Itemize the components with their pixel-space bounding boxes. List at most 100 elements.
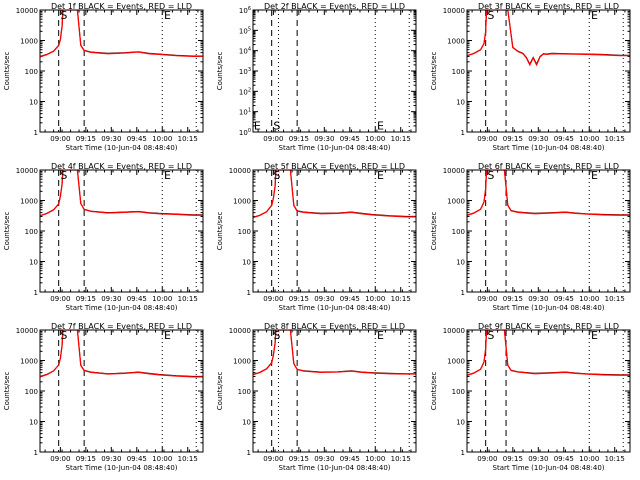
detector-panel-6: Det 6f BLACK = Events, RED = LLD Counts/s…	[430, 162, 631, 312]
x-tick-label: 10:00	[579, 295, 599, 303]
x-tick-label: 09:15	[289, 135, 309, 143]
y-tick-label: 100	[238, 228, 251, 236]
lld-series-line	[467, 170, 630, 217]
lld-series-line	[253, 170, 416, 219]
x-tick-label: 10:00	[152, 455, 172, 463]
y-tick-label: 1	[247, 449, 251, 457]
x-tick-label: 10:15	[605, 295, 625, 303]
detector-panel-2: Det 2f BLACK = Events, RED = LLD Counts/s…	[216, 2, 417, 152]
detector-panel-3: Det 3f BLACK = Events, RED = LLD Counts/s…	[430, 2, 631, 152]
x-tick-label: 09:30	[101, 455, 121, 463]
x-tick-label: 09:30	[101, 295, 121, 303]
x-tick-label: 10:00	[365, 455, 385, 463]
x-tick-label: 09:00	[477, 455, 497, 463]
lld-series-line	[253, 330, 416, 376]
series-group	[467, 10, 630, 67]
y-tick-label: 10000	[229, 167, 251, 175]
y-tick-label: 10000	[229, 327, 251, 335]
panel-title: Det 9f BLACK = Events, RED = LLD	[478, 322, 619, 331]
lld-series-line	[467, 10, 630, 67]
phase-marker-e: E	[591, 9, 598, 22]
series-group	[253, 170, 416, 219]
plot-frame	[252, 9, 417, 133]
panel-title: Det 1f BLACK = Events, RED = LLD	[51, 2, 192, 11]
phase-marker-e: E	[591, 169, 598, 182]
series-group	[40, 170, 203, 217]
y-tick-label: 10000	[443, 167, 465, 175]
x-axis-label: Start Time (10-Jun-04 08:48:40)	[493, 464, 605, 472]
x-axis-label: Start Time (10-Jun-04 08:48:40)	[66, 464, 178, 472]
y-tick-label: 1000	[20, 198, 38, 206]
lld-series-line	[40, 330, 203, 378]
phase-marker-e: E	[164, 329, 171, 342]
plot-frame	[39, 169, 204, 293]
phase-marker-s: S	[60, 169, 67, 182]
y-tick-label: 10	[242, 419, 251, 427]
phase-marker-s: S	[273, 169, 280, 182]
y-tick-label: 1000	[447, 198, 465, 206]
x-tick-label: 10:15	[391, 135, 411, 143]
y-tick-label: 102	[239, 87, 251, 96]
y-tick-label: 100	[239, 128, 251, 137]
y-axis-label: Counts/sec	[216, 372, 224, 411]
y-tick-label: 1	[34, 289, 38, 297]
y-axis-label: Counts/sec	[3, 212, 11, 251]
phase-marker-s: S	[487, 169, 494, 182]
y-tick-label: 100	[452, 228, 465, 236]
x-tick-label: 10:15	[178, 295, 198, 303]
panel-title: Det 5f BLACK = Events, RED = LLD	[264, 162, 405, 171]
x-tick-label: 10:15	[178, 455, 198, 463]
y-tick-label: 1000	[447, 38, 465, 46]
detector-panel-5: Det 5f BLACK = Events, RED = LLD Counts/s…	[216, 162, 417, 312]
phase-marker-s: S	[487, 329, 494, 342]
x-tick-label: 09:45	[554, 135, 574, 143]
y-axis-label: Counts/sec	[430, 212, 438, 251]
detector-panel-9: Det 9f BLACK = Events, RED = LLD Counts/s…	[430, 322, 631, 472]
x-tick-label: 09:30	[314, 455, 334, 463]
detector-panel-4: Det 4f BLACK = Events, RED = LLD Counts/s…	[3, 162, 204, 312]
y-tick-label: 10	[29, 419, 38, 427]
y-axis-label: Counts/sec	[430, 52, 438, 91]
series-group	[40, 330, 203, 378]
plot-frame	[39, 9, 204, 133]
x-tick-label: 09:15	[289, 295, 309, 303]
x-tick-label: 09:15	[503, 135, 523, 143]
lld-series-line	[40, 170, 203, 217]
plot-frame	[39, 329, 204, 453]
x-tick-label: 09:00	[263, 295, 283, 303]
y-tick-label: 101	[239, 108, 251, 117]
y-tick-label: 100	[25, 228, 38, 236]
x-tick-label: 09:45	[340, 295, 360, 303]
x-tick-label: 09:30	[314, 135, 334, 143]
panel-title: Det 2f BLACK = Events, RED = LLD	[264, 2, 405, 11]
y-axis-label: Counts/sec	[3, 52, 11, 91]
lld-series-line	[467, 330, 630, 377]
y-tick-label: 10	[29, 259, 38, 267]
x-tick-label: 09:00	[263, 135, 283, 143]
x-tick-label: 09:15	[76, 135, 96, 143]
y-tick-label: 10	[456, 99, 465, 107]
x-tick-label: 10:15	[391, 455, 411, 463]
detector-panel-7: Det 7f BLACK = Events, RED = LLD Counts/s…	[3, 322, 204, 472]
y-axis-label: Counts/sec	[430, 372, 438, 411]
panel-title: Det 8f BLACK = Events, RED = LLD	[264, 322, 405, 331]
y-tick-label: 106	[239, 6, 251, 15]
y-tick-label: 1	[461, 129, 465, 137]
y-tick-label: 1000	[20, 358, 38, 366]
lld-series-line	[40, 10, 203, 58]
series-group	[40, 10, 203, 58]
series-group	[253, 330, 416, 376]
detector-panel-8: Det 8f BLACK = Events, RED = LLD Counts/s…	[216, 322, 417, 472]
x-tick-label: 10:00	[152, 135, 172, 143]
plot-frame	[466, 9, 631, 133]
x-tick-label: 10:00	[365, 135, 385, 143]
plot-frame	[466, 329, 631, 453]
plot-frame	[466, 169, 631, 293]
x-tick-label: 09:00	[477, 135, 497, 143]
x-tick-label: 09:30	[528, 295, 548, 303]
panel-title: Det 6f BLACK = Events, RED = LLD	[478, 162, 619, 171]
x-tick-label: 09:15	[503, 455, 523, 463]
x-tick-label: 09:30	[314, 295, 334, 303]
x-axis-label: Start Time (10-Jun-04 08:48:40)	[66, 144, 178, 152]
